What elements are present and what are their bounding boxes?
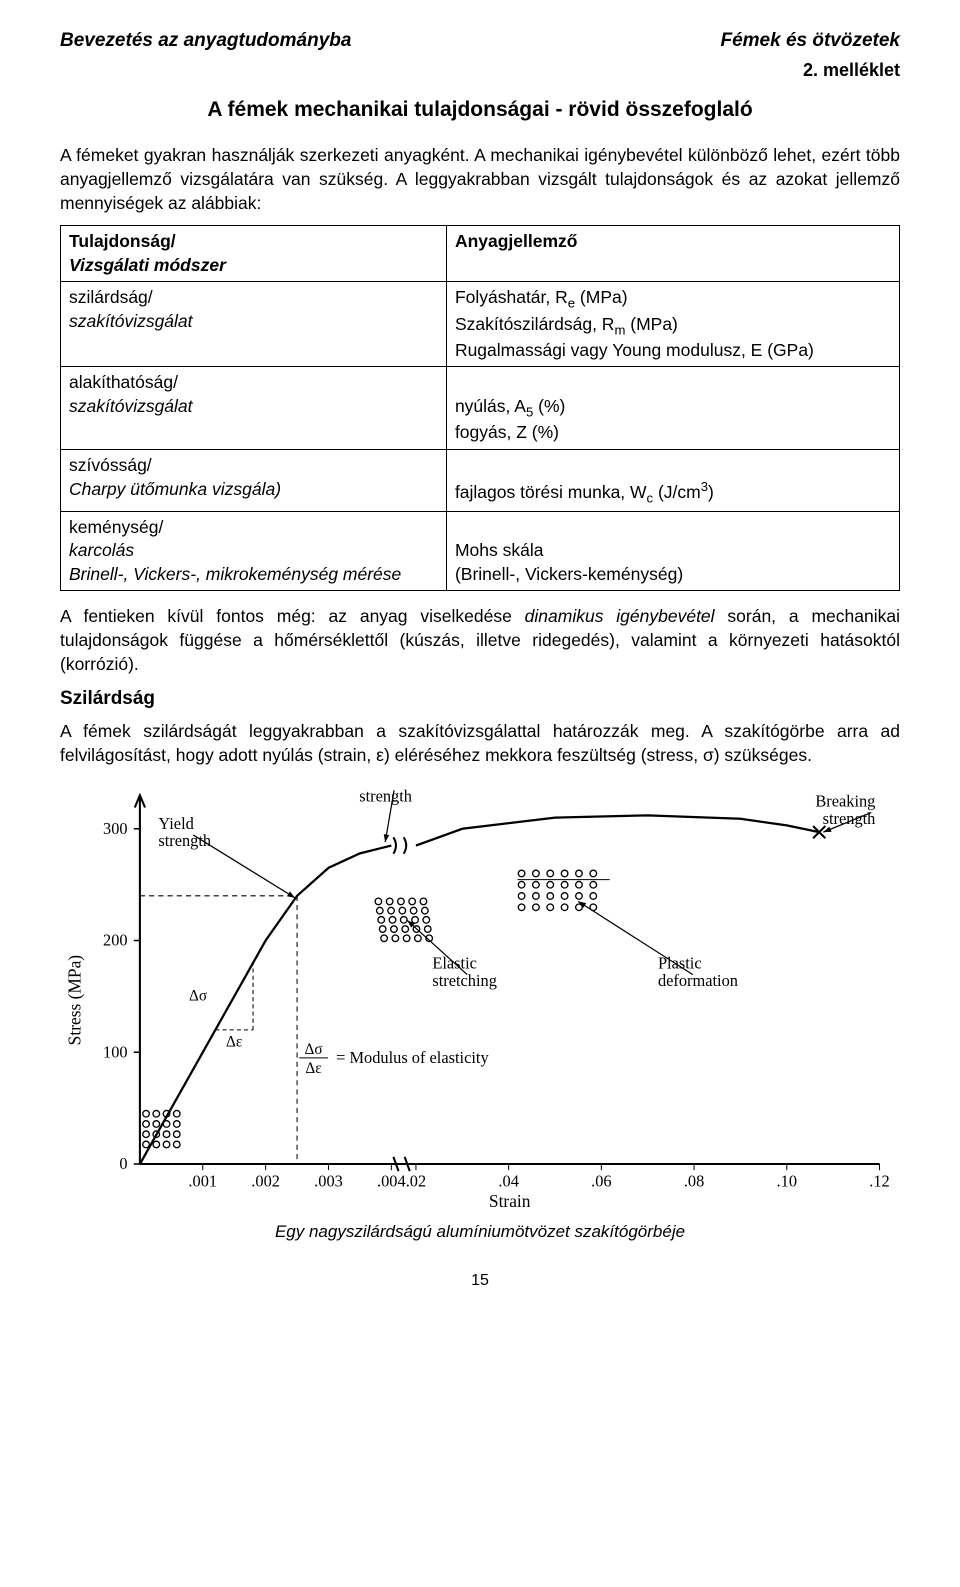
svg-text:.003: .003 bbox=[314, 1172, 343, 1191]
svg-text:.06: .06 bbox=[591, 1172, 611, 1191]
cell: szilárdság/ bbox=[69, 287, 153, 307]
cell: (%) bbox=[533, 396, 565, 416]
svg-text:300: 300 bbox=[103, 819, 128, 838]
cell: fajlagos törési munka, W bbox=[455, 481, 647, 501]
table-row: alakíthatóság/ szakítóvizsgálat nyúlás, … bbox=[61, 367, 900, 449]
col1-header-a: Tulajdonság/ bbox=[69, 231, 176, 251]
intro-paragraph: A fémeket gyakran használják szerkezeti … bbox=[60, 144, 900, 215]
svg-text:0: 0 bbox=[119, 1154, 127, 1173]
cell: karcolás bbox=[69, 540, 134, 560]
cell: (MPa) bbox=[575, 287, 628, 307]
cell: e bbox=[568, 296, 575, 311]
svg-text:.004: .004 bbox=[377, 1172, 406, 1191]
svg-text:Δε: Δε bbox=[226, 1034, 242, 1051]
figure-caption: Egy nagyszilárdságú alumíniumötvözet sza… bbox=[60, 1221, 900, 1244]
table-row: keménység/ karcolás Brinell-, Vickers-, … bbox=[61, 511, 900, 591]
cell: nyúlás, A bbox=[455, 396, 526, 416]
cell: Rugalmassági vagy Young modulusz, E (GPa… bbox=[455, 340, 814, 360]
svg-text:200: 200 bbox=[103, 931, 128, 950]
cell: szakítóvizsgálat bbox=[69, 396, 193, 416]
page-number: 15 bbox=[60, 1270, 900, 1292]
cell: alakíthatóság/ bbox=[69, 372, 178, 392]
cell: (Brinell-, Vickers-keménység) bbox=[455, 564, 683, 584]
cell: szívósság/ bbox=[69, 455, 152, 475]
stress-strain-chart: 0100200300Stress (MPa).001.002.003.004.0… bbox=[60, 785, 900, 1215]
body-paragraph: A fentieken kívül fontos még: az anyag v… bbox=[60, 605, 900, 676]
svg-text:Stress (MPa): Stress (MPa) bbox=[65, 955, 85, 1046]
svg-text:Strain: Strain bbox=[489, 1191, 531, 1211]
svg-text:.08: .08 bbox=[684, 1172, 704, 1191]
svg-text:Δσ: Δσ bbox=[305, 1041, 324, 1058]
svg-text:100: 100 bbox=[103, 1043, 128, 1062]
cell: ) bbox=[708, 481, 714, 501]
svg-text:strength: strength bbox=[359, 787, 412, 806]
table-row: Tulajdonság/ Vizsgálati módszer Anyagjel… bbox=[61, 226, 900, 282]
cell: Brinell-, Vickers-, mikrokeménység mérés… bbox=[69, 564, 401, 584]
svg-text:.001: .001 bbox=[188, 1172, 217, 1191]
header-right: Fémek és ötvözetek bbox=[720, 28, 900, 54]
cell: szakítóvizsgálat bbox=[69, 311, 193, 331]
svg-text:= Modulus of elasticity: = Modulus of elasticity bbox=[336, 1048, 489, 1067]
svg-text:strength: strength bbox=[823, 809, 876, 828]
svg-text:.02: .02 bbox=[406, 1172, 426, 1191]
cell: fogyás, Z (%) bbox=[455, 422, 559, 442]
svg-text:Δσ: Δσ bbox=[189, 988, 208, 1005]
header-left: Bevezetés az anyagtudományba bbox=[60, 28, 351, 54]
cell: m bbox=[614, 322, 625, 337]
cell: Folyáshatár, R bbox=[455, 287, 568, 307]
col2-header: Anyagjellemző bbox=[455, 231, 578, 251]
cell: 3 bbox=[701, 479, 708, 494]
table-row: szilárdság/ szakítóvizsgálat Folyáshatár… bbox=[61, 282, 900, 367]
svg-text:Breaking: Breaking bbox=[815, 792, 875, 811]
col1-header-b: Vizsgálati módszer bbox=[69, 255, 226, 275]
cell: (J/cm bbox=[653, 481, 701, 501]
page-title: A fémek mechanikai tulajdonságai - rövid… bbox=[60, 96, 900, 124]
svg-text:.12: .12 bbox=[869, 1172, 889, 1191]
cell: Charpy ütőmunka vizsgála) bbox=[69, 479, 281, 499]
cell: keménység/ bbox=[69, 517, 163, 537]
cell: Mohs skála bbox=[455, 540, 544, 560]
svg-text:.04: .04 bbox=[498, 1172, 518, 1191]
cell: (MPa) bbox=[625, 314, 678, 334]
properties-table: Tulajdonság/ Vizsgálati módszer Anyagjel… bbox=[60, 225, 900, 591]
body-paragraph: A fémek szilárdságát leggyakrabban a sza… bbox=[60, 720, 900, 767]
svg-text:Δε: Δε bbox=[305, 1060, 321, 1077]
svg-text:.10: .10 bbox=[777, 1172, 797, 1191]
svg-text:stretching: stretching bbox=[432, 971, 497, 990]
svg-text:Yield: Yield bbox=[158, 814, 193, 833]
svg-text:deformation: deformation bbox=[658, 971, 738, 990]
svg-text:.002: .002 bbox=[251, 1172, 280, 1191]
cell: Szakítószilárdság, R bbox=[455, 314, 615, 334]
header-sub: 2. melléklet bbox=[60, 58, 900, 82]
section-heading: Szilárdság bbox=[60, 686, 900, 712]
table-row: szívósság/ Charpy ütőmunka vizsgála) faj… bbox=[61, 449, 900, 511]
